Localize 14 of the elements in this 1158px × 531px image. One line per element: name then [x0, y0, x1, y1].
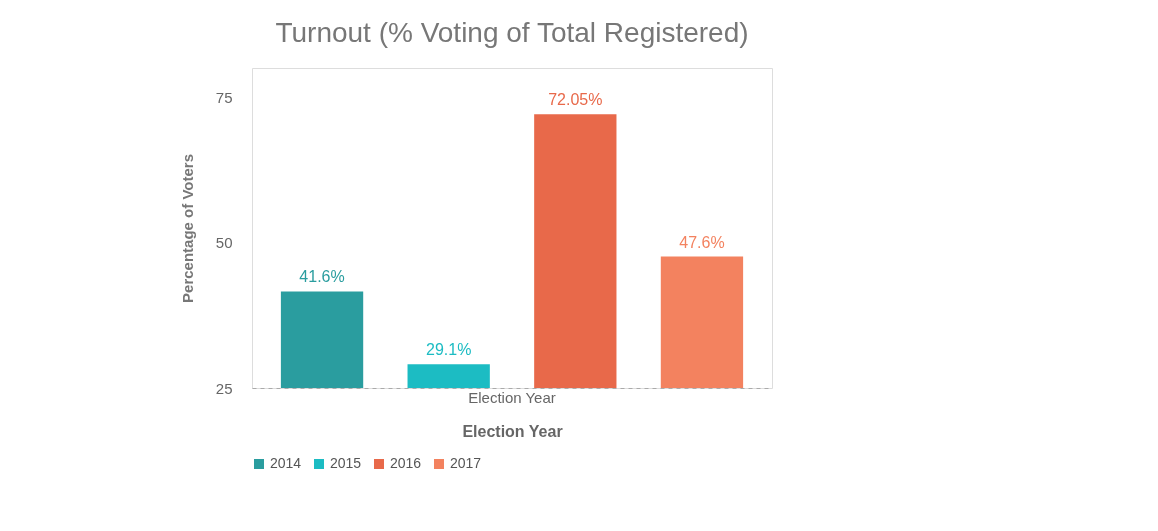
data-label: 47.6% — [679, 233, 725, 251]
chart-title: Turnout (% Voting of Total Registered) — [275, 17, 749, 48]
data-label: 29.1% — [425, 341, 472, 359]
y-tick-label: 50 — [215, 234, 233, 252]
legend-label: 2015 — [330, 455, 362, 471]
legend-label: 2017 — [450, 455, 482, 471]
data-label: 41.6% — [299, 268, 345, 286]
legend-label: 2016 — [390, 455, 422, 471]
x-axis-title: Election Year — [462, 422, 563, 440]
y-tick-label: 75 — [215, 88, 233, 106]
data-label: 72.05% — [548, 91, 603, 109]
legend-label: 2014 — [270, 455, 302, 471]
y-axis-title: Percentage of Voters — [178, 154, 196, 303]
y-tick-label: 25 — [215, 379, 233, 397]
